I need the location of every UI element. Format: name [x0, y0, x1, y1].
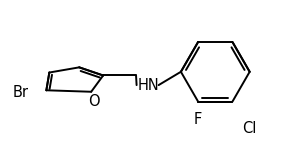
- Text: Br: Br: [13, 85, 29, 100]
- Text: Cl: Cl: [242, 121, 257, 136]
- Text: F: F: [193, 112, 202, 127]
- Text: O: O: [89, 94, 100, 109]
- Text: HN: HN: [138, 78, 159, 93]
